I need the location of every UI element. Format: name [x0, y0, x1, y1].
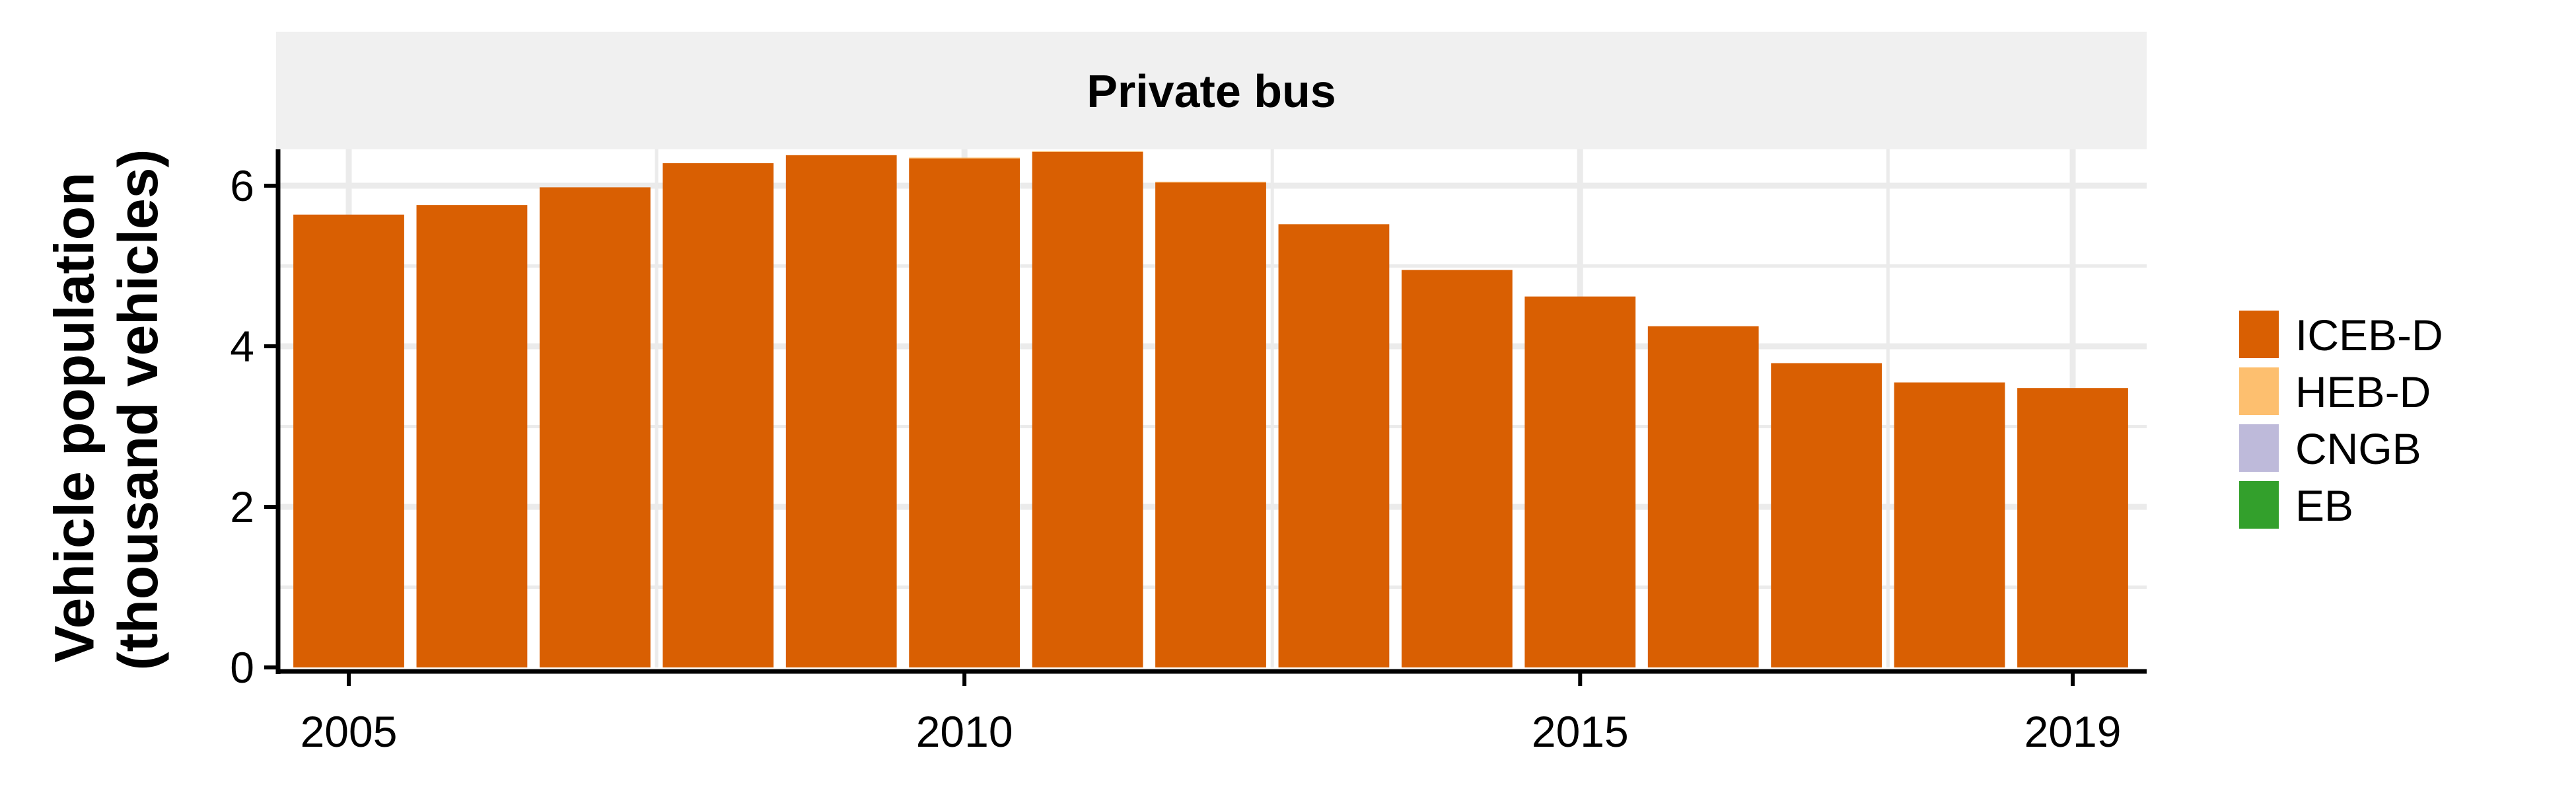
y-axis-title: Vehicle population (thousand vehicles)	[44, 149, 170, 671]
facet-title: Private bus	[1087, 65, 1336, 117]
bar-iceb-d-2019	[2017, 388, 2128, 667]
legend-label-cngb: CNGB	[2295, 424, 2421, 473]
legend-swatch-eb	[2239, 481, 2279, 529]
bar-heb-d-2011	[1032, 151, 1143, 152]
y-tick-label: 4	[230, 322, 254, 371]
bar-iceb-d-2009	[785, 155, 897, 667]
bar-iceb-d-2005	[293, 214, 404, 667]
bar-iceb-d-2008	[662, 163, 774, 668]
legend-label-eb: EB	[2295, 481, 2353, 530]
y-tick-label: 0	[230, 643, 254, 692]
bar-iceb-d-2013	[1278, 224, 1390, 667]
y-axis-title-line1: Vehicle population	[44, 172, 106, 663]
y-tick-label: 6	[230, 161, 254, 210]
legend-swatch-iceb-d	[2239, 311, 2279, 358]
y-tick-label: 2	[230, 482, 254, 531]
bar-iceb-d-2018	[1894, 382, 2005, 667]
bar-heb-d-2010	[909, 157, 1020, 159]
legend: ICEB-D HEB-D CNGB EB	[2239, 311, 2443, 530]
x-axis-ticks: 2005 2010 2015 2019	[301, 671, 2122, 756]
x-tick-label: 2010	[916, 707, 1013, 756]
facet-strip	[276, 32, 2147, 149]
bar-iceb-d-2014	[1401, 270, 1513, 667]
bar-iceb-d-2010	[909, 158, 1020, 667]
bar-iceb-d-2015	[1524, 296, 1636, 667]
legend-label-heb-d: HEB-D	[2295, 367, 2431, 416]
bar-iceb-d-2016	[1647, 326, 1759, 667]
legend-swatch-heb-d	[2239, 367, 2279, 415]
y-axis-ticks: 0 2 4 6	[230, 161, 278, 692]
y-axis-title-line2: (thousand vehicles)	[107, 149, 169, 671]
x-tick-label: 2019	[2024, 707, 2122, 756]
bar-iceb-d-2011	[1032, 151, 1143, 668]
bar-iceb-d-2007	[539, 187, 651, 667]
legend-label-iceb-d: ICEB-D	[2295, 311, 2443, 359]
bars	[293, 151, 2128, 668]
bar-iceb-d-2012	[1155, 182, 1266, 667]
x-tick-label: 2015	[1532, 707, 1629, 756]
x-tick-label: 2005	[301, 707, 398, 756]
bar-iceb-d-2017	[1771, 363, 1882, 667]
bar-iceb-d-2006	[416, 205, 528, 667]
legend-swatch-cngb	[2239, 424, 2279, 472]
